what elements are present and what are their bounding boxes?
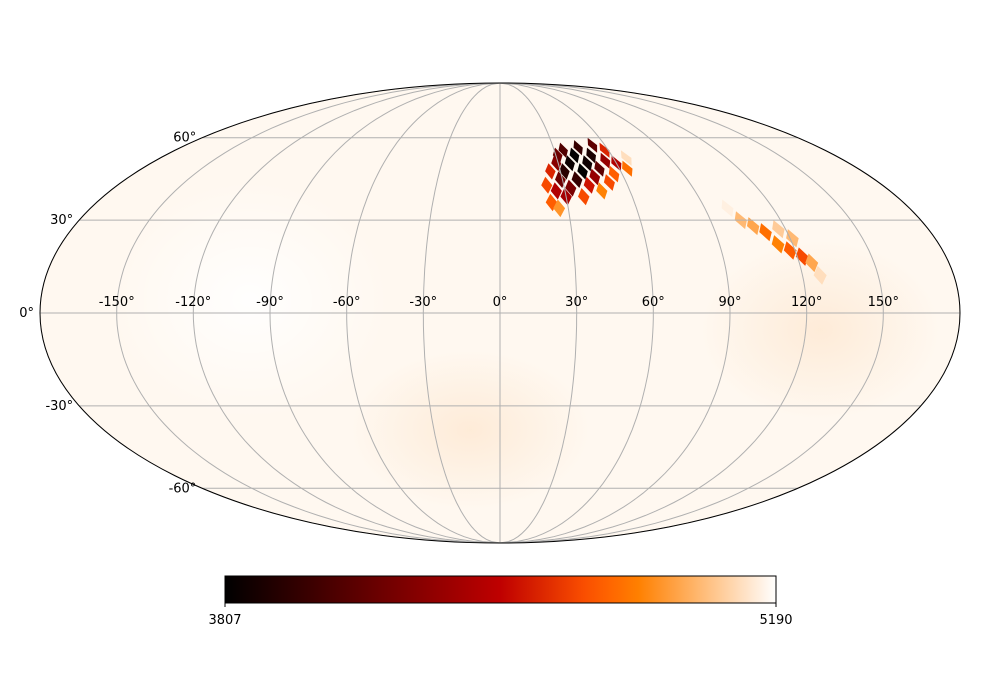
heatmap-cell: [813, 265, 827, 285]
heatmap-cell: [608, 165, 620, 183]
heatmap-cell: [772, 220, 785, 239]
longitude-tick-label: 90°: [718, 295, 741, 310]
heatmap-cell: [587, 137, 598, 153]
latitude-tick-label: -60°: [169, 481, 197, 496]
heatmap-cell: [786, 229, 799, 248]
longitude-tick-label: -60°: [333, 295, 361, 310]
longitude-tick-label: 30°: [565, 295, 588, 310]
heatmap-cell: [552, 147, 563, 164]
heatmap-cell: [759, 223, 772, 242]
heatmap-cell: [805, 253, 819, 273]
heatmap-cell: [565, 179, 577, 197]
heatmap-cell: [571, 171, 583, 188]
heatmap-cell: [795, 247, 809, 266]
longitude-tick-label: -120°: [175, 295, 211, 310]
heatmap-cell: [771, 235, 785, 254]
latitude-tick-label: 30°: [50, 213, 73, 228]
heatmap-cell: [569, 147, 580, 164]
heatmap-cell: [573, 140, 583, 156]
heatmap-cell: [550, 182, 562, 200]
heatmap-cell: [599, 142, 610, 158]
heatmap-cell: [589, 168, 601, 186]
longitude-tick-label: 150°: [868, 295, 899, 310]
colorbar: 3807 5190: [208, 575, 793, 628]
map-outline: [39, 82, 961, 544]
colorbar-max-label: 5190: [759, 613, 792, 628]
heatmap-cell: [620, 150, 632, 166]
heatmap-cell: [783, 241, 797, 260]
heatmap-cell: [600, 152, 611, 169]
longitude-tick-label: -150°: [99, 295, 135, 310]
colorbar-min-label: 3807: [208, 613, 241, 628]
background-shading: [110, 180, 940, 510]
heatmap-cell: [578, 188, 590, 206]
longitude-tick-labels: -150° -120° -90° -60° -30° 0° 30° 60° 90° 120° 150…: [99, 295, 899, 310]
longitude-tick-label: 0°: [493, 295, 508, 310]
heatmap-cell: [622, 160, 633, 177]
heatmap-cell: [603, 174, 615, 191]
latitude-tick-label: -30°: [45, 399, 73, 414]
heatmap-cell: [586, 147, 596, 164]
heatmap-cell: [582, 155, 593, 172]
heatmap-cell: [541, 176, 553, 194]
heatmap-cell: [558, 142, 568, 158]
colorbar-bar: [224, 575, 777, 604]
heatmap-cell: [559, 163, 570, 180]
heatmap-cell: [577, 163, 588, 180]
heatmap-cell: [596, 182, 608, 200]
longitude-tick-label: -90°: [256, 295, 284, 310]
heatmap-cell: [564, 155, 575, 172]
latitude-tick-label: 0°: [19, 306, 34, 321]
latitude-tick-labels: 60° 30° 0° -30° -60°: [19, 131, 196, 497]
heatmap-cell: [721, 199, 734, 218]
heatmap-cell: [594, 160, 605, 177]
longitude-tick-label: 60°: [642, 295, 665, 310]
latitude-tick-label: 60°: [173, 131, 196, 146]
heatmap-cell: [553, 199, 566, 218]
longitude-tick-label: 120°: [791, 295, 822, 310]
heatmap-cell: [583, 176, 595, 194]
heatmap-cell: [545, 163, 556, 180]
heatmap-cell: [747, 217, 760, 236]
longitude-tick-label: -30°: [409, 295, 437, 310]
heatmap-cell: [551, 155, 562, 172]
